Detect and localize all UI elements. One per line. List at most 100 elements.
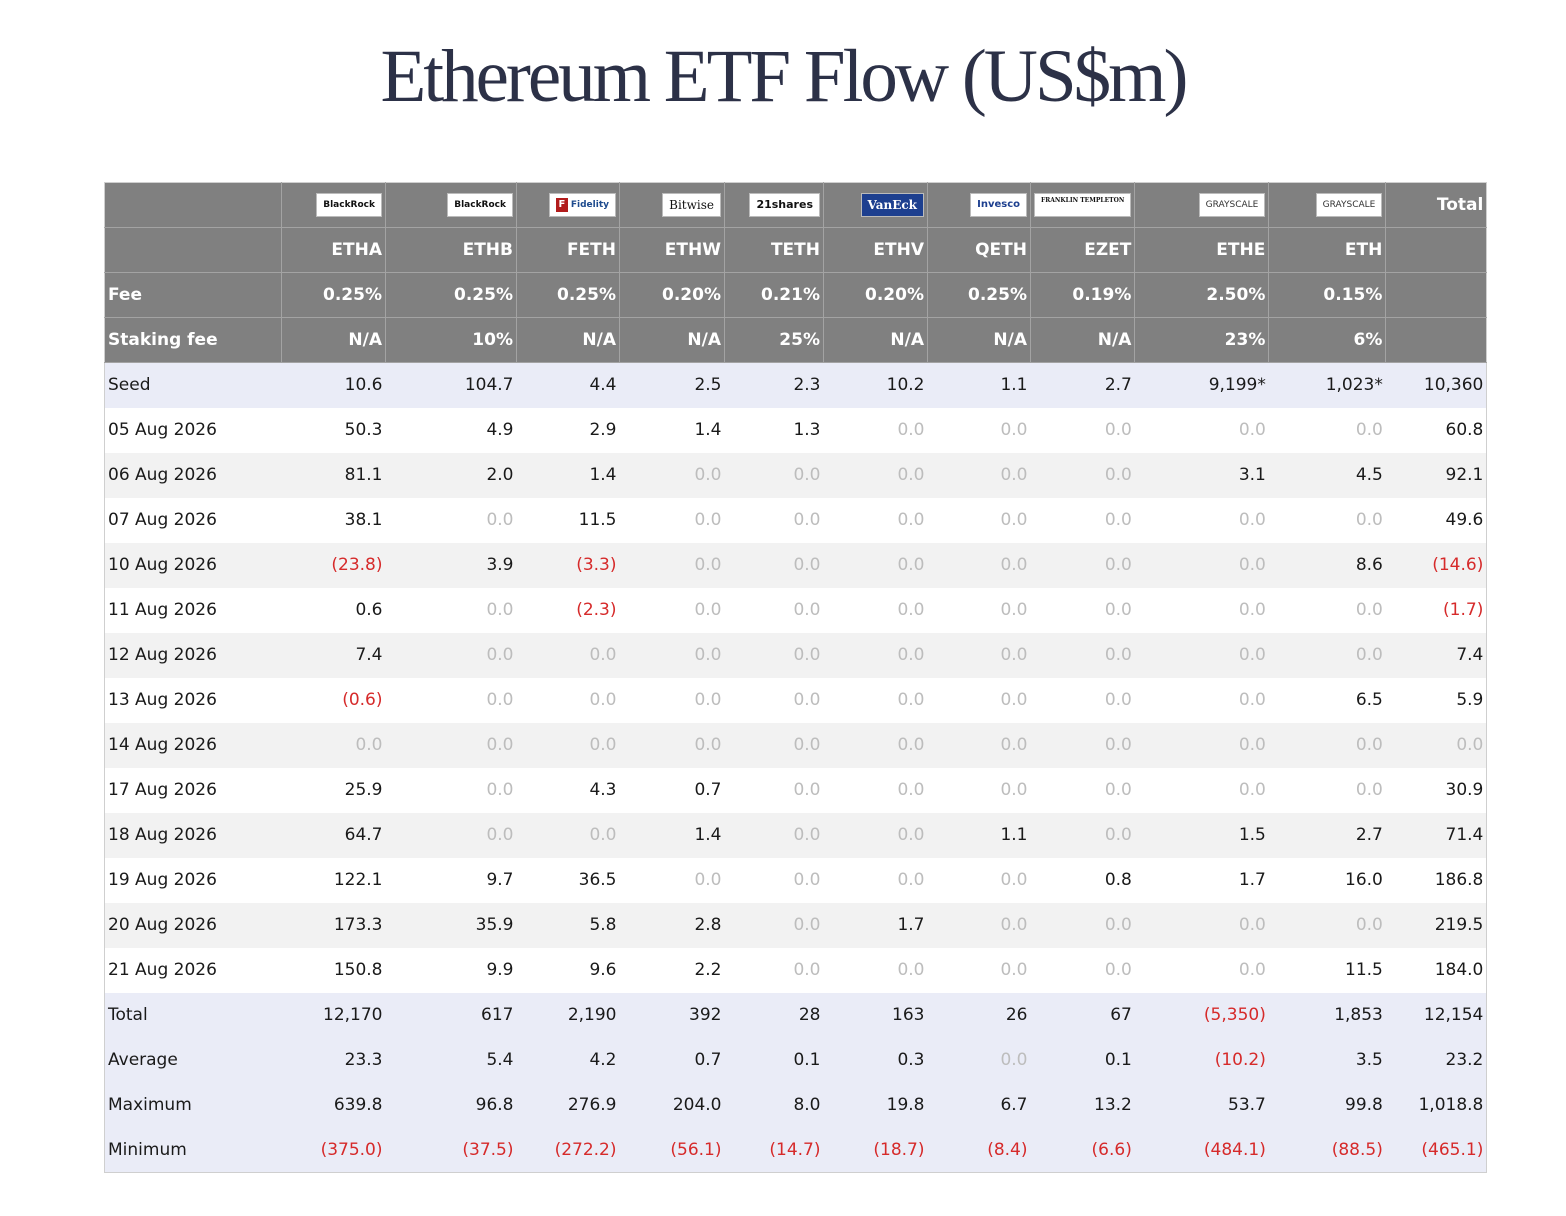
value-cell: 0.0 xyxy=(927,677,1031,723)
value-cell: (23.8) xyxy=(281,542,386,588)
value-cell: 0.0 xyxy=(619,722,725,768)
issuer-cell: GRAYSCALE xyxy=(1134,182,1270,228)
value-cell: 0.0 xyxy=(724,767,824,813)
value-cell: 0.0 xyxy=(823,497,928,543)
value-cell: 0.0 xyxy=(1268,902,1386,948)
table-row: 20 Aug 2026 173.3 35.9 5.8 2.8 0.0 1.7 0.0 0.0 0.… xyxy=(104,902,1487,948)
value-cell: 10,360 xyxy=(1385,362,1487,408)
total-column-header: Total xyxy=(1385,182,1487,228)
value-cell: 0.0 xyxy=(724,587,824,633)
ticker-row: ETHA ETHB FETH ETHW TETH ETHV QETH EZET ETHE ETH xyxy=(104,227,1487,273)
value-cell: (465.1) xyxy=(1385,1127,1487,1173)
page-title: Ethereum ETF Flow (US$m) xyxy=(380,35,1188,118)
value-cell: 28 xyxy=(724,992,824,1038)
value-cell: 0.0 xyxy=(1030,452,1135,498)
value-cell: 30.9 xyxy=(1385,767,1487,813)
value-cell: 10.6 xyxy=(281,362,386,408)
invesco-logo: Invesco xyxy=(970,193,1027,217)
value-cell: 122.1 xyxy=(281,857,386,903)
value-cell: 0.0 xyxy=(1268,497,1386,543)
ticker-cell: FETH xyxy=(516,227,620,273)
value-cell: 0.0 xyxy=(1030,632,1135,678)
value-cell: 0.8 xyxy=(1030,857,1135,903)
value-cell: 2.9 xyxy=(516,407,620,453)
value-cell: 0.0 xyxy=(1030,812,1135,858)
value-cell: 49.6 xyxy=(1385,497,1487,543)
value-cell: 13.2 xyxy=(1030,1082,1135,1128)
table-row: 10 Aug 2026 (23.8) 3.9 (3.3) 0.0 0.0 0.0 0.0 0.0… xyxy=(104,542,1487,588)
fee-cell: 0.25% xyxy=(516,272,620,318)
value-cell: 0.0 xyxy=(927,452,1031,498)
date-cell: 18 Aug 2026 xyxy=(104,812,282,858)
staking-fee-row: Staking fee N/A 10% N/A N/A 25% N/A N/A N/A 23% 6% xyxy=(104,317,1487,363)
value-cell: 8.6 xyxy=(1268,542,1386,588)
value-cell: 23.3 xyxy=(281,1037,386,1083)
value-cell: 0.0 xyxy=(1030,497,1135,543)
fidelity-logo: F Fidelity xyxy=(548,193,616,217)
date-cell: 13 Aug 2026 xyxy=(104,677,282,723)
empty-cell xyxy=(1385,272,1487,318)
value-cell: 0.0 xyxy=(281,722,386,768)
ticker-cell: ETH xyxy=(1268,227,1387,273)
value-cell: 1,023* xyxy=(1268,362,1386,408)
value-cell: 0.0 xyxy=(927,1037,1031,1083)
value-cell: 0.0 xyxy=(724,857,824,903)
value-cell: (484.1) xyxy=(1134,1127,1269,1173)
value-cell: 0.0 xyxy=(823,677,928,723)
fee-cell: N/A xyxy=(516,317,620,363)
date-cell: 07 Aug 2026 xyxy=(104,497,282,543)
logo-text: Fidelity xyxy=(570,200,609,210)
date-cell: 05 Aug 2026 xyxy=(104,407,282,453)
value-cell: 0.0 xyxy=(619,452,725,498)
value-cell: (14.7) xyxy=(724,1127,824,1173)
value-cell: 26 xyxy=(927,992,1031,1038)
value-cell: 0.0 xyxy=(619,497,725,543)
value-cell: 5.4 xyxy=(385,1037,517,1083)
value-cell: 60.8 xyxy=(1385,407,1487,453)
value-cell: 0.0 xyxy=(619,542,725,588)
value-cell: 16.0 xyxy=(1268,857,1386,903)
value-cell: 10.2 xyxy=(823,362,928,408)
table-row: 18 Aug 2026 64.7 0.0 0.0 1.4 0.0 0.0 1.1 0.0 1.5 2… xyxy=(104,812,1487,858)
bitwise-logo: Bitwise xyxy=(662,193,721,217)
issuer-cell: Bitwise xyxy=(619,182,725,228)
value-cell: 0.0 xyxy=(927,542,1031,588)
value-cell: 0.0 xyxy=(1134,587,1269,633)
issuer-cell: GRAYSCALE xyxy=(1268,182,1387,228)
value-cell: 0.0 xyxy=(823,767,928,813)
value-cell: (1.7) xyxy=(1385,587,1487,633)
value-cell: 4.9 xyxy=(385,407,517,453)
value-cell: 5.9 xyxy=(1385,677,1487,723)
table-row: 14 Aug 2026 0.0 0.0 0.0 0.0 0.0 0.0 0.0 0.0 0.0 0.… xyxy=(104,722,1487,768)
value-cell: (375.0) xyxy=(281,1127,386,1173)
value-cell: 0.0 xyxy=(724,632,824,678)
value-cell: 0.0 xyxy=(823,587,928,633)
value-cell: 0.1 xyxy=(1030,1037,1135,1083)
value-cell: 150.8 xyxy=(281,947,386,993)
table-row: 19 Aug 2026 122.1 9.7 36.5 0.0 0.0 0.0 0.0 0.8 1.… xyxy=(104,857,1487,903)
fidelity-f-icon: F xyxy=(555,198,568,212)
value-cell: 0.0 xyxy=(1030,542,1135,588)
fee-cell: 0.20% xyxy=(619,272,725,318)
empty-cell xyxy=(1385,317,1487,363)
value-cell: 0.0 xyxy=(927,902,1031,948)
table-row: 21 Aug 2026 150.8 9.9 9.6 2.2 0.0 0.0 0.0 0.0 0.0… xyxy=(104,947,1487,993)
value-cell: 1.7 xyxy=(823,902,928,948)
value-cell: 4.5 xyxy=(1268,452,1386,498)
issuer-logo-row: BlackRock BlackRock F Fidelity Bitwise 21shar… xyxy=(104,182,1487,228)
value-cell: 2.2 xyxy=(619,947,725,993)
value-cell: 3.5 xyxy=(1268,1037,1386,1083)
value-cell: 0.0 xyxy=(619,677,725,723)
ticker-cell: TETH xyxy=(724,227,824,273)
value-cell: 1.5 xyxy=(1134,812,1269,858)
value-cell: 0.0 xyxy=(385,587,517,633)
value-cell: 0.0 xyxy=(1030,407,1135,453)
value-cell: 617 xyxy=(385,992,517,1038)
value-cell: 2.3 xyxy=(724,362,824,408)
value-cell: 0.0 xyxy=(1134,542,1269,588)
date-cell: 11 Aug 2026 xyxy=(104,587,282,633)
value-cell: 50.3 xyxy=(281,407,386,453)
value-cell: 38.1 xyxy=(281,497,386,543)
value-cell: 92.1 xyxy=(1385,452,1487,498)
value-cell: 4.4 xyxy=(516,362,620,408)
